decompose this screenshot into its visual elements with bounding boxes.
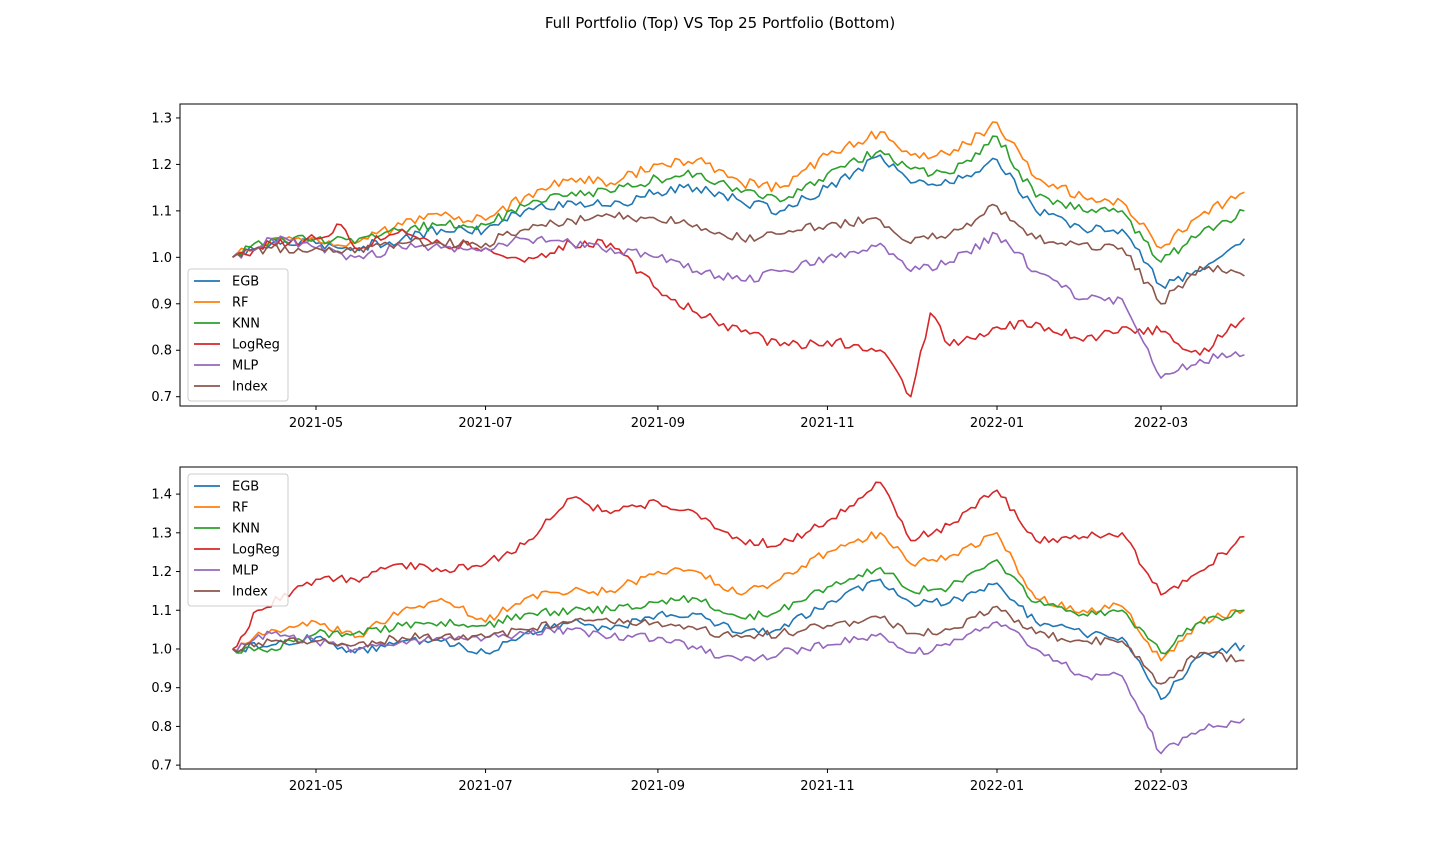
top-chart-panel: 0.7 0.8 0.9 1.0 1.1 1.2 1.3 2021-05 2021-07 2021-…: [151, 103, 1298, 431]
series-lines: [232, 481, 1246, 755]
legend-label: MLP: [232, 359, 258, 374]
legend-label: RF: [232, 296, 249, 311]
series-line-knn: [232, 559, 1245, 655]
x-tick-label: 2021-11: [800, 779, 854, 794]
x-tick-label: 2021-09: [631, 779, 685, 794]
y-tick-label: 1.2: [151, 565, 172, 580]
y-tick-label: 0.8: [151, 720, 172, 735]
x-tick-label: 2021-07: [458, 416, 512, 431]
y-tick-label: 1.3: [151, 526, 172, 541]
legend-label: RF: [232, 501, 249, 516]
legend-label: KNN: [232, 317, 260, 332]
bottom-chart-panel: 0.7 0.8 0.9 1.0 1.1 1.2 1.3 1.4 2021-05 2021-07 20…: [151, 466, 1298, 794]
y-tick-label: 0.7: [151, 390, 172, 405]
legend-label: LogReg: [232, 338, 280, 353]
series-line-index: [232, 605, 1245, 685]
x-tick-label: 2022-03: [1134, 779, 1188, 794]
x-tick-label: 2021-05: [289, 779, 343, 794]
y-tick-label: 1.0: [151, 642, 172, 657]
plot-area-frame: [179, 103, 1298, 407]
legend-label: Index: [232, 585, 268, 600]
series-line-mlp: [232, 621, 1245, 755]
legend-label: LogReg: [232, 543, 280, 558]
series-line-rf: [232, 531, 1245, 662]
plot-area-frame: [179, 466, 1298, 770]
x-tick-label: 2021-11: [800, 416, 854, 431]
x-tick-label: 2022-01: [970, 779, 1024, 794]
figure-title: Full Portfolio (Top) VS Top 25 Portfolio…: [544, 14, 896, 32]
y-tick-label: 0.9: [151, 297, 172, 312]
legend: EGB RF KNN LogReg MLP Index: [187, 268, 289, 402]
series-line-logreg: [232, 223, 1245, 398]
x-tick-label: 2021-09: [631, 416, 685, 431]
legend-label: EGB: [232, 480, 259, 495]
y-tick-label: 1.1: [151, 604, 172, 619]
series-line-logreg: [232, 481, 1245, 650]
x-tick-label: 2021-05: [289, 416, 343, 431]
y-tick-label: 1.4: [151, 488, 172, 503]
legend-label: MLP: [232, 564, 258, 579]
y-tick-label: 0.9: [151, 681, 172, 696]
legend-label: KNN: [232, 522, 260, 537]
y-tick-label: 1.3: [151, 111, 172, 126]
series-lines: [232, 121, 1246, 398]
x-tick-label: 2022-03: [1134, 416, 1188, 431]
y-tick-label: 1.0: [151, 251, 172, 266]
series-line-rf: [232, 121, 1245, 258]
y-tick-label: 0.8: [151, 344, 172, 359]
legend-label: Index: [232, 380, 268, 395]
legend: EGB RF KNN LogReg MLP Index: [187, 473, 289, 607]
series-line-egb: [232, 154, 1246, 289]
series-line-index: [232, 203, 1245, 305]
x-tick-label: 2021-07: [458, 779, 512, 794]
series-line-mlp: [232, 231, 1245, 379]
y-tick-label: 1.1: [151, 204, 172, 219]
series-line-egb: [232, 578, 1246, 701]
legend-label: EGB: [232, 275, 259, 290]
y-tick-label: 0.7: [151, 759, 172, 774]
x-tick-label: 2022-01: [970, 416, 1024, 431]
y-tick-label: 1.2: [151, 158, 172, 173]
